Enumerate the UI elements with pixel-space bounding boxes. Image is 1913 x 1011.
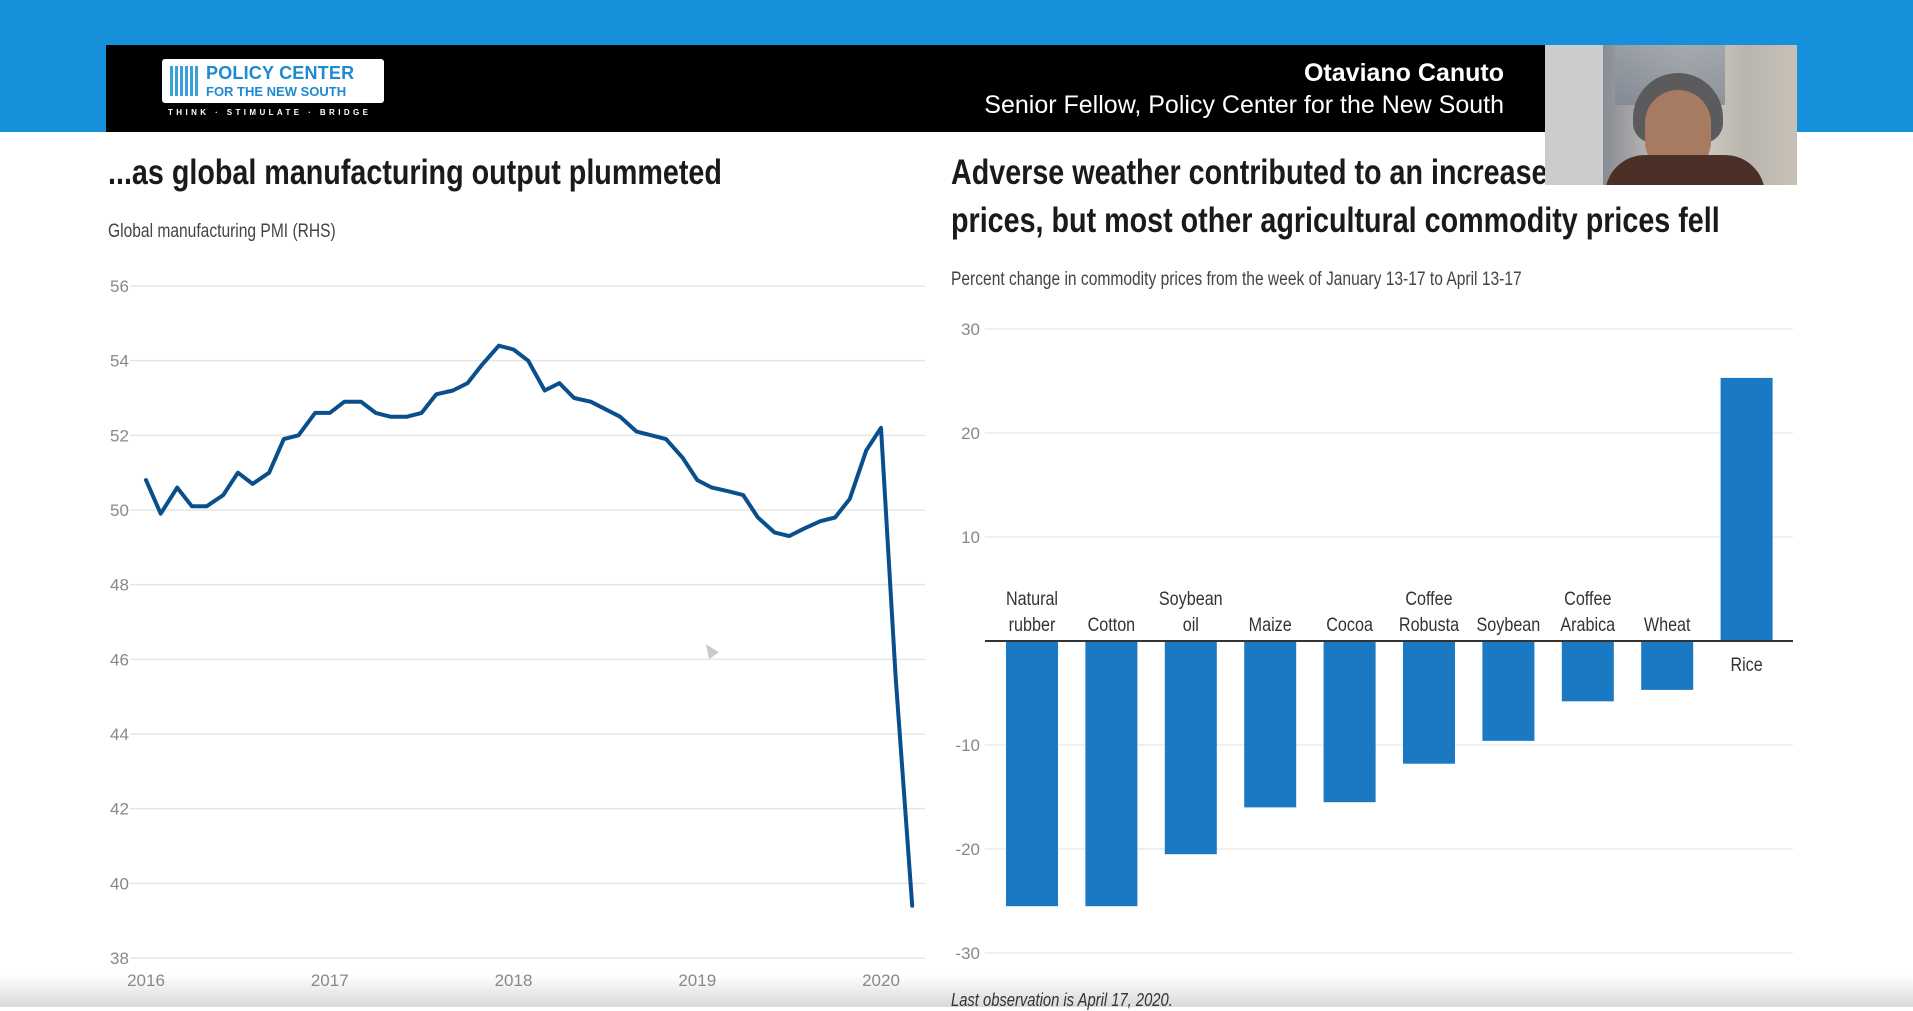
y-tick-label: 38 <box>110 949 129 968</box>
logo-name-line2: FOR THE NEW SOUTH <box>206 84 347 99</box>
speaker-webcam-video[interactable] <box>1545 45 1797 185</box>
y-tick-label: 40 <box>110 874 129 893</box>
right-chart-title-line2: prices, but most other agricultural comm… <box>951 201 1720 240</box>
speaker-role: Senior Fellow, Policy Center for the New… <box>984 91 1504 119</box>
x-tick-label: 2018 <box>495 971 533 990</box>
y-tick-label: 42 <box>110 800 129 819</box>
policy-center-logo: POLICY CENTER FOR THE NEW SOUTH <box>162 59 384 103</box>
logo-globe-icon <box>170 66 200 96</box>
y-tick-label: 52 <box>110 426 129 445</box>
bottom-shadow <box>0 975 1913 1007</box>
y-tick-label: 56 <box>110 277 129 296</box>
x-tick-label: 2020 <box>862 971 900 990</box>
logo-tagline: THINK · STIMULATE · BRIDGE <box>168 108 372 117</box>
right-chart-title-line1: Adverse weather contributed to an increa… <box>951 153 1641 192</box>
x-tick-label: 2019 <box>678 971 716 990</box>
logo-name-line1: POLICY CENTER <box>206 63 355 83</box>
pmi-series-line <box>144 343 915 908</box>
x-tick-label: 2017 <box>311 971 349 990</box>
left-chart-title: ...as global manufacturing output plumme… <box>108 153 722 192</box>
left-chart-subtitle: Global manufacturing PMI (RHS) <box>108 221 336 242</box>
y-tick-label: 44 <box>110 725 129 744</box>
y-tick-label: 48 <box>110 576 129 595</box>
slide-header: POLICY CENTER FOR THE NEW SOUTH THINK · … <box>106 45 1796 132</box>
chart-footnote: Last observation is April 17, 2020. <box>951 990 1173 1010</box>
right-chart-subtitle: Percent change in commodity prices from … <box>951 269 1522 290</box>
y-tick-label: 54 <box>110 352 129 371</box>
y-tick-label: 46 <box>110 650 129 669</box>
x-tick-label: 2016 <box>127 971 165 990</box>
y-tick-label: 50 <box>110 501 129 520</box>
speaker-name: Otaviano Canuto <box>1303 59 1504 87</box>
slide-area <box>0 132 1913 1007</box>
